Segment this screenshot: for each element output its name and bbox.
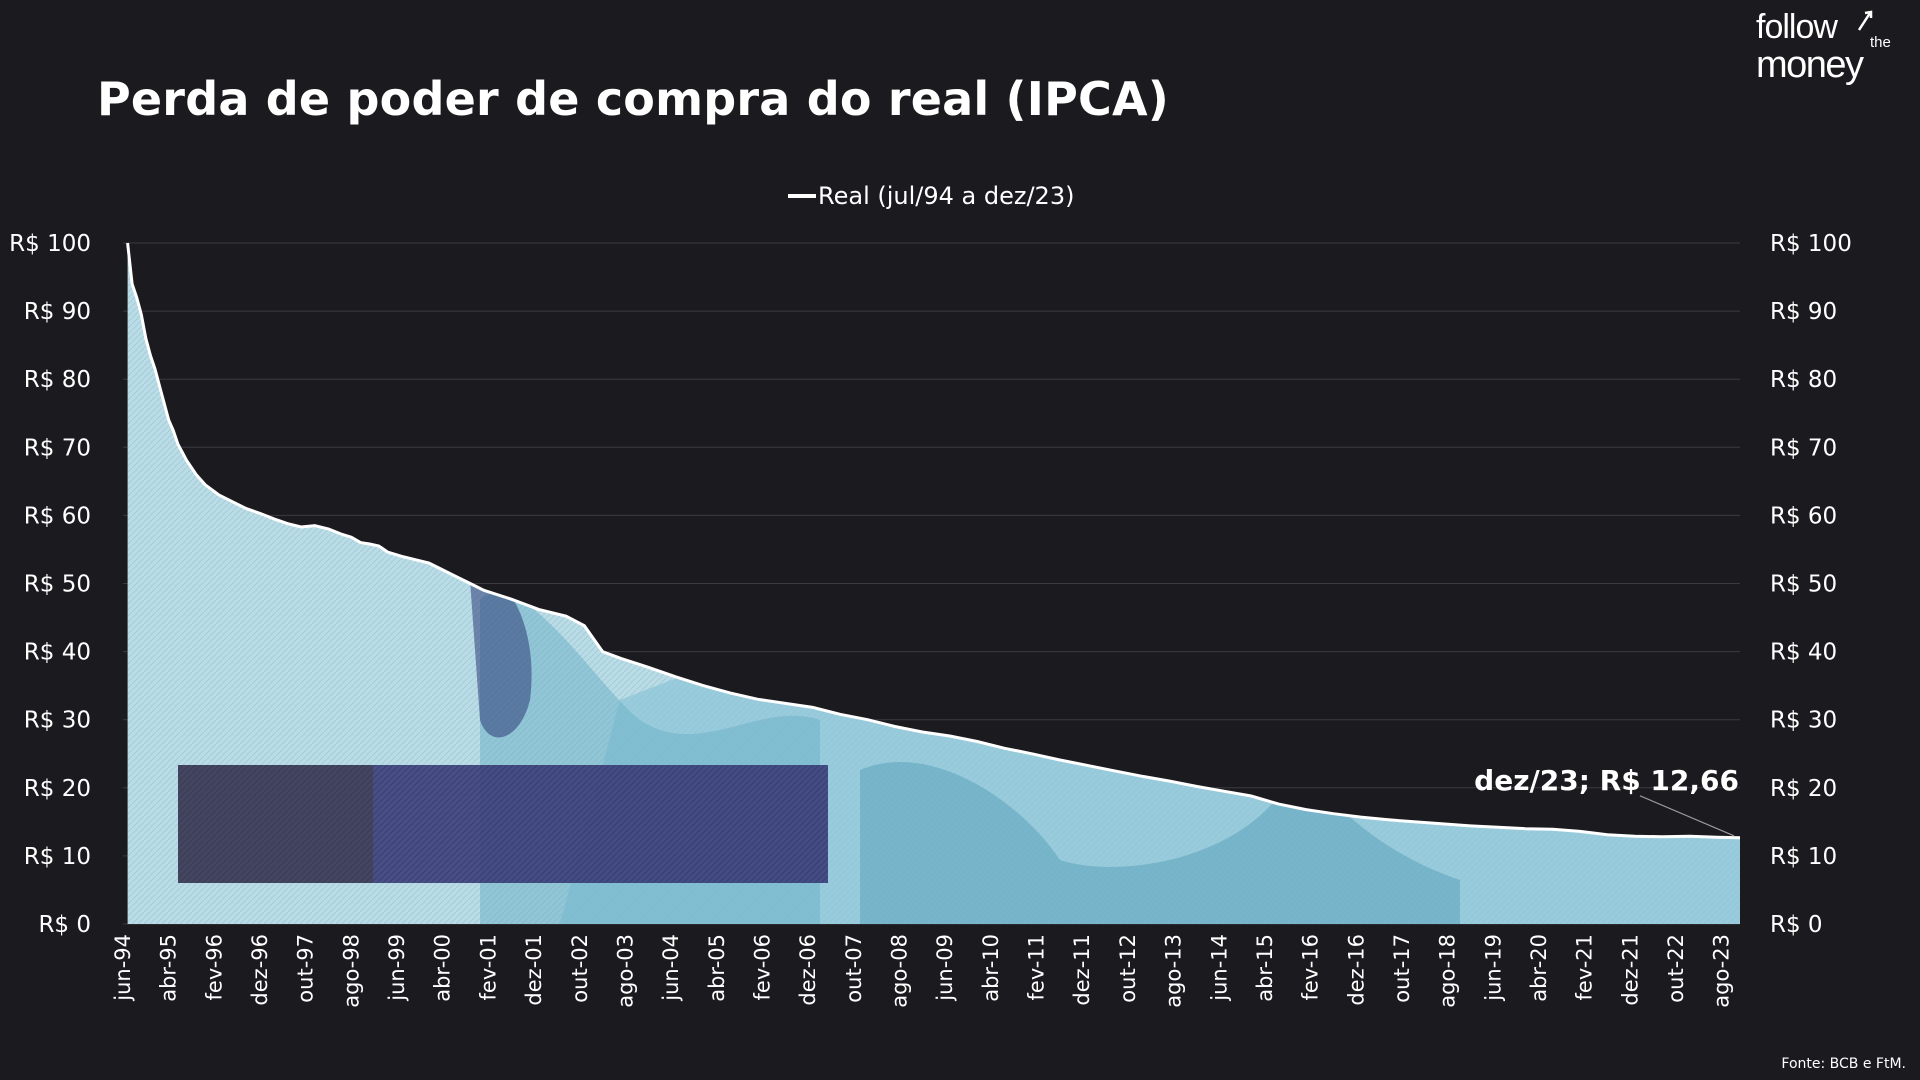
logo-follow: follow xyxy=(1756,8,1838,46)
x-tick-label: abr-00 xyxy=(431,934,455,1002)
x-tick-label: abr-15 xyxy=(1253,934,1277,1002)
note-band-texture xyxy=(178,765,828,883)
y-tick-label-right: R$ 60 xyxy=(1770,503,1837,529)
y-tick-label-left: R$ 100 xyxy=(9,231,91,257)
x-tick-label: ago-03 xyxy=(613,934,637,1008)
y-tick-label-left: R$ 90 xyxy=(24,299,91,325)
arrow-up-icon xyxy=(1857,10,1873,31)
y-tick-label-left: R$ 0 xyxy=(38,912,91,938)
y-tick-label-right: R$ 70 xyxy=(1770,435,1837,461)
y-tick-label-left: R$ 20 xyxy=(24,776,91,802)
y-tick-label-left: R$ 50 xyxy=(24,572,91,598)
y-tick-label-left: R$ 70 xyxy=(24,435,91,461)
x-tick-label: fev-21 xyxy=(1573,934,1597,1000)
x-tick-label: ago-98 xyxy=(339,934,363,1008)
x-tick-label: jun-14 xyxy=(1207,934,1231,1002)
y-tick-label-right: R$ 30 xyxy=(1770,708,1837,734)
annotation-leader-line xyxy=(1639,795,1735,837)
logo-the: the xyxy=(1870,34,1891,51)
x-tick-label: ago-13 xyxy=(1162,934,1186,1008)
y-tick-label-right: R$ 40 xyxy=(1770,640,1837,666)
x-tick-label: fev-96 xyxy=(202,934,226,1000)
y-tick-label-left: R$ 30 xyxy=(24,708,91,734)
x-tick-label: out-22 xyxy=(1664,934,1688,1003)
logo-money: money xyxy=(1756,44,1864,86)
y-tick-label-left: R$ 80 xyxy=(24,367,91,393)
x-tick-label: jun-99 xyxy=(385,934,409,1002)
x-tick-label: abr-95 xyxy=(157,934,181,1002)
x-tick-label: dez-11 xyxy=(1070,934,1094,1006)
x-tick-label: jun-94 xyxy=(111,934,135,1002)
x-tick-label: dez-21 xyxy=(1618,934,1642,1006)
x-tick-label: dez-16 xyxy=(1344,934,1368,1006)
source-note: Fonte: BCB e FtM. xyxy=(1781,1056,1906,1072)
x-tick-label: jun-04 xyxy=(659,934,683,1002)
y-axis-right: R$ 0 R$ 10 R$ 20 R$ 30 R$ 40 R$ 50 R$ 60 R$ 70 R… xyxy=(1770,231,1852,938)
x-tick-label: out-12 xyxy=(1116,934,1140,1003)
y-tick-label-right: R$ 20 xyxy=(1770,776,1837,802)
y-tick-label-right: R$ 90 xyxy=(1770,299,1837,325)
y-tick-label-left: R$ 40 xyxy=(24,640,91,666)
y-tick-label-right: R$ 0 xyxy=(1770,912,1823,938)
chart-title: Perda de poder de compra do real (IPCA) xyxy=(97,72,1169,126)
x-tick-label: fev-16 xyxy=(1299,934,1323,1000)
x-tick-label: jun-09 xyxy=(933,934,957,1002)
series-line-real xyxy=(126,242,1741,840)
y-tick-label-right: R$ 80 xyxy=(1770,367,1837,393)
x-tick-label: out-17 xyxy=(1390,934,1414,1003)
x-tick-label: out-97 xyxy=(294,934,318,1003)
x-tick-label: fev-06 xyxy=(750,934,774,1000)
x-tick-label: fev-11 xyxy=(1025,934,1049,1000)
x-tick-label: out-07 xyxy=(842,934,866,1003)
y-tick-label-left: R$ 10 xyxy=(24,844,91,870)
x-tick-label: dez-01 xyxy=(522,934,546,1006)
x-tick-label: dez-06 xyxy=(796,934,820,1006)
x-tick-label: jun-19 xyxy=(1481,934,1505,1002)
legend-label: Real (jul/94 a dez/23) xyxy=(818,182,1074,210)
x-tick-label: fev-01 xyxy=(476,934,500,1000)
x-tick-label: ago-18 xyxy=(1436,934,1460,1008)
y-axis-left: R$ 0 R$ 10 R$ 20 R$ 30 R$ 40 R$ 50 R$ 60 R$ 70 R… xyxy=(9,231,91,938)
x-tick-label: abr-20 xyxy=(1527,934,1551,1002)
annotation-label: dez/23; R$ 12,66 xyxy=(1474,764,1739,797)
x-tick-label: dez-96 xyxy=(248,934,272,1006)
x-tick-label: out-02 xyxy=(568,934,592,1003)
follow-the-money-logo: follow the money xyxy=(1756,8,1906,86)
x-tick-label: ago-23 xyxy=(1710,934,1734,1008)
y-tick-label-right: R$ 10 xyxy=(1770,844,1837,870)
x-tick-label: ago-08 xyxy=(888,934,912,1008)
y-tick-label-left: R$ 60 xyxy=(24,503,91,529)
x-tick-label: abr-10 xyxy=(979,934,1003,1002)
legend: Real (jul/94 a dez/23) xyxy=(788,182,1074,210)
note-large-numeral xyxy=(470,576,532,738)
y-tick-label-right: R$ 100 xyxy=(1770,231,1852,257)
x-axis: jun-94 abr-95 fev-96 dez-96 out-97 ago-98 jun-… xyxy=(111,934,1734,1008)
x-tick-label: abr-05 xyxy=(705,934,729,1002)
y-tick-label-right: R$ 50 xyxy=(1770,572,1837,598)
